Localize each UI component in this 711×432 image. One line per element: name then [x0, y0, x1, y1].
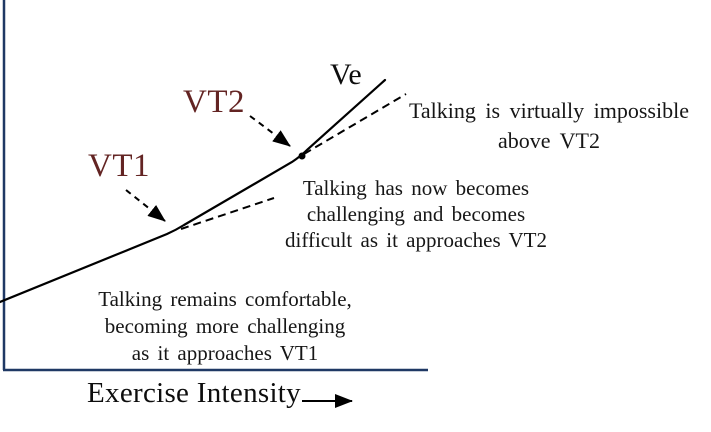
vt1-label: VT1	[88, 148, 150, 184]
vt2-extrapolation-dashed-line	[303, 93, 407, 155]
ve-curve	[0, 78, 387, 304]
annotation-line: challenging and becomes	[306, 202, 526, 226]
vt2-point-dot	[298, 152, 306, 160]
annotation-above-vt2: Talking is virtually impossible above VT…	[399, 96, 699, 156]
vt1-pointer-arrow-icon	[125, 189, 166, 222]
annotation-line: above VT2	[498, 128, 600, 153]
x-axis-label: Exercise Intensity	[87, 377, 301, 409]
annotation-between-vt1-vt2: Talking has now becomes challenging and …	[280, 175, 552, 253]
vt2-label: VT2	[183, 84, 245, 120]
annotation-line: as it approaches VT1	[131, 341, 319, 365]
vt2-pointer-arrow-icon	[249, 115, 291, 147]
ve-curve-label: Ve	[330, 58, 362, 91]
annotation-line: Talking is virtually impossible	[409, 98, 689, 123]
annotation-line: becoming more challenging	[104, 314, 346, 338]
annotation-line: Talking has now becomes	[302, 176, 530, 200]
annotation-below-vt1: Talking remains comfortable, becoming mo…	[83, 286, 367, 367]
vt1-extrapolation-dashed-line	[180, 197, 275, 230]
annotation-line: difficult as it approaches VT2	[285, 228, 547, 252]
annotation-line: Talking remains comfortable,	[98, 287, 352, 311]
